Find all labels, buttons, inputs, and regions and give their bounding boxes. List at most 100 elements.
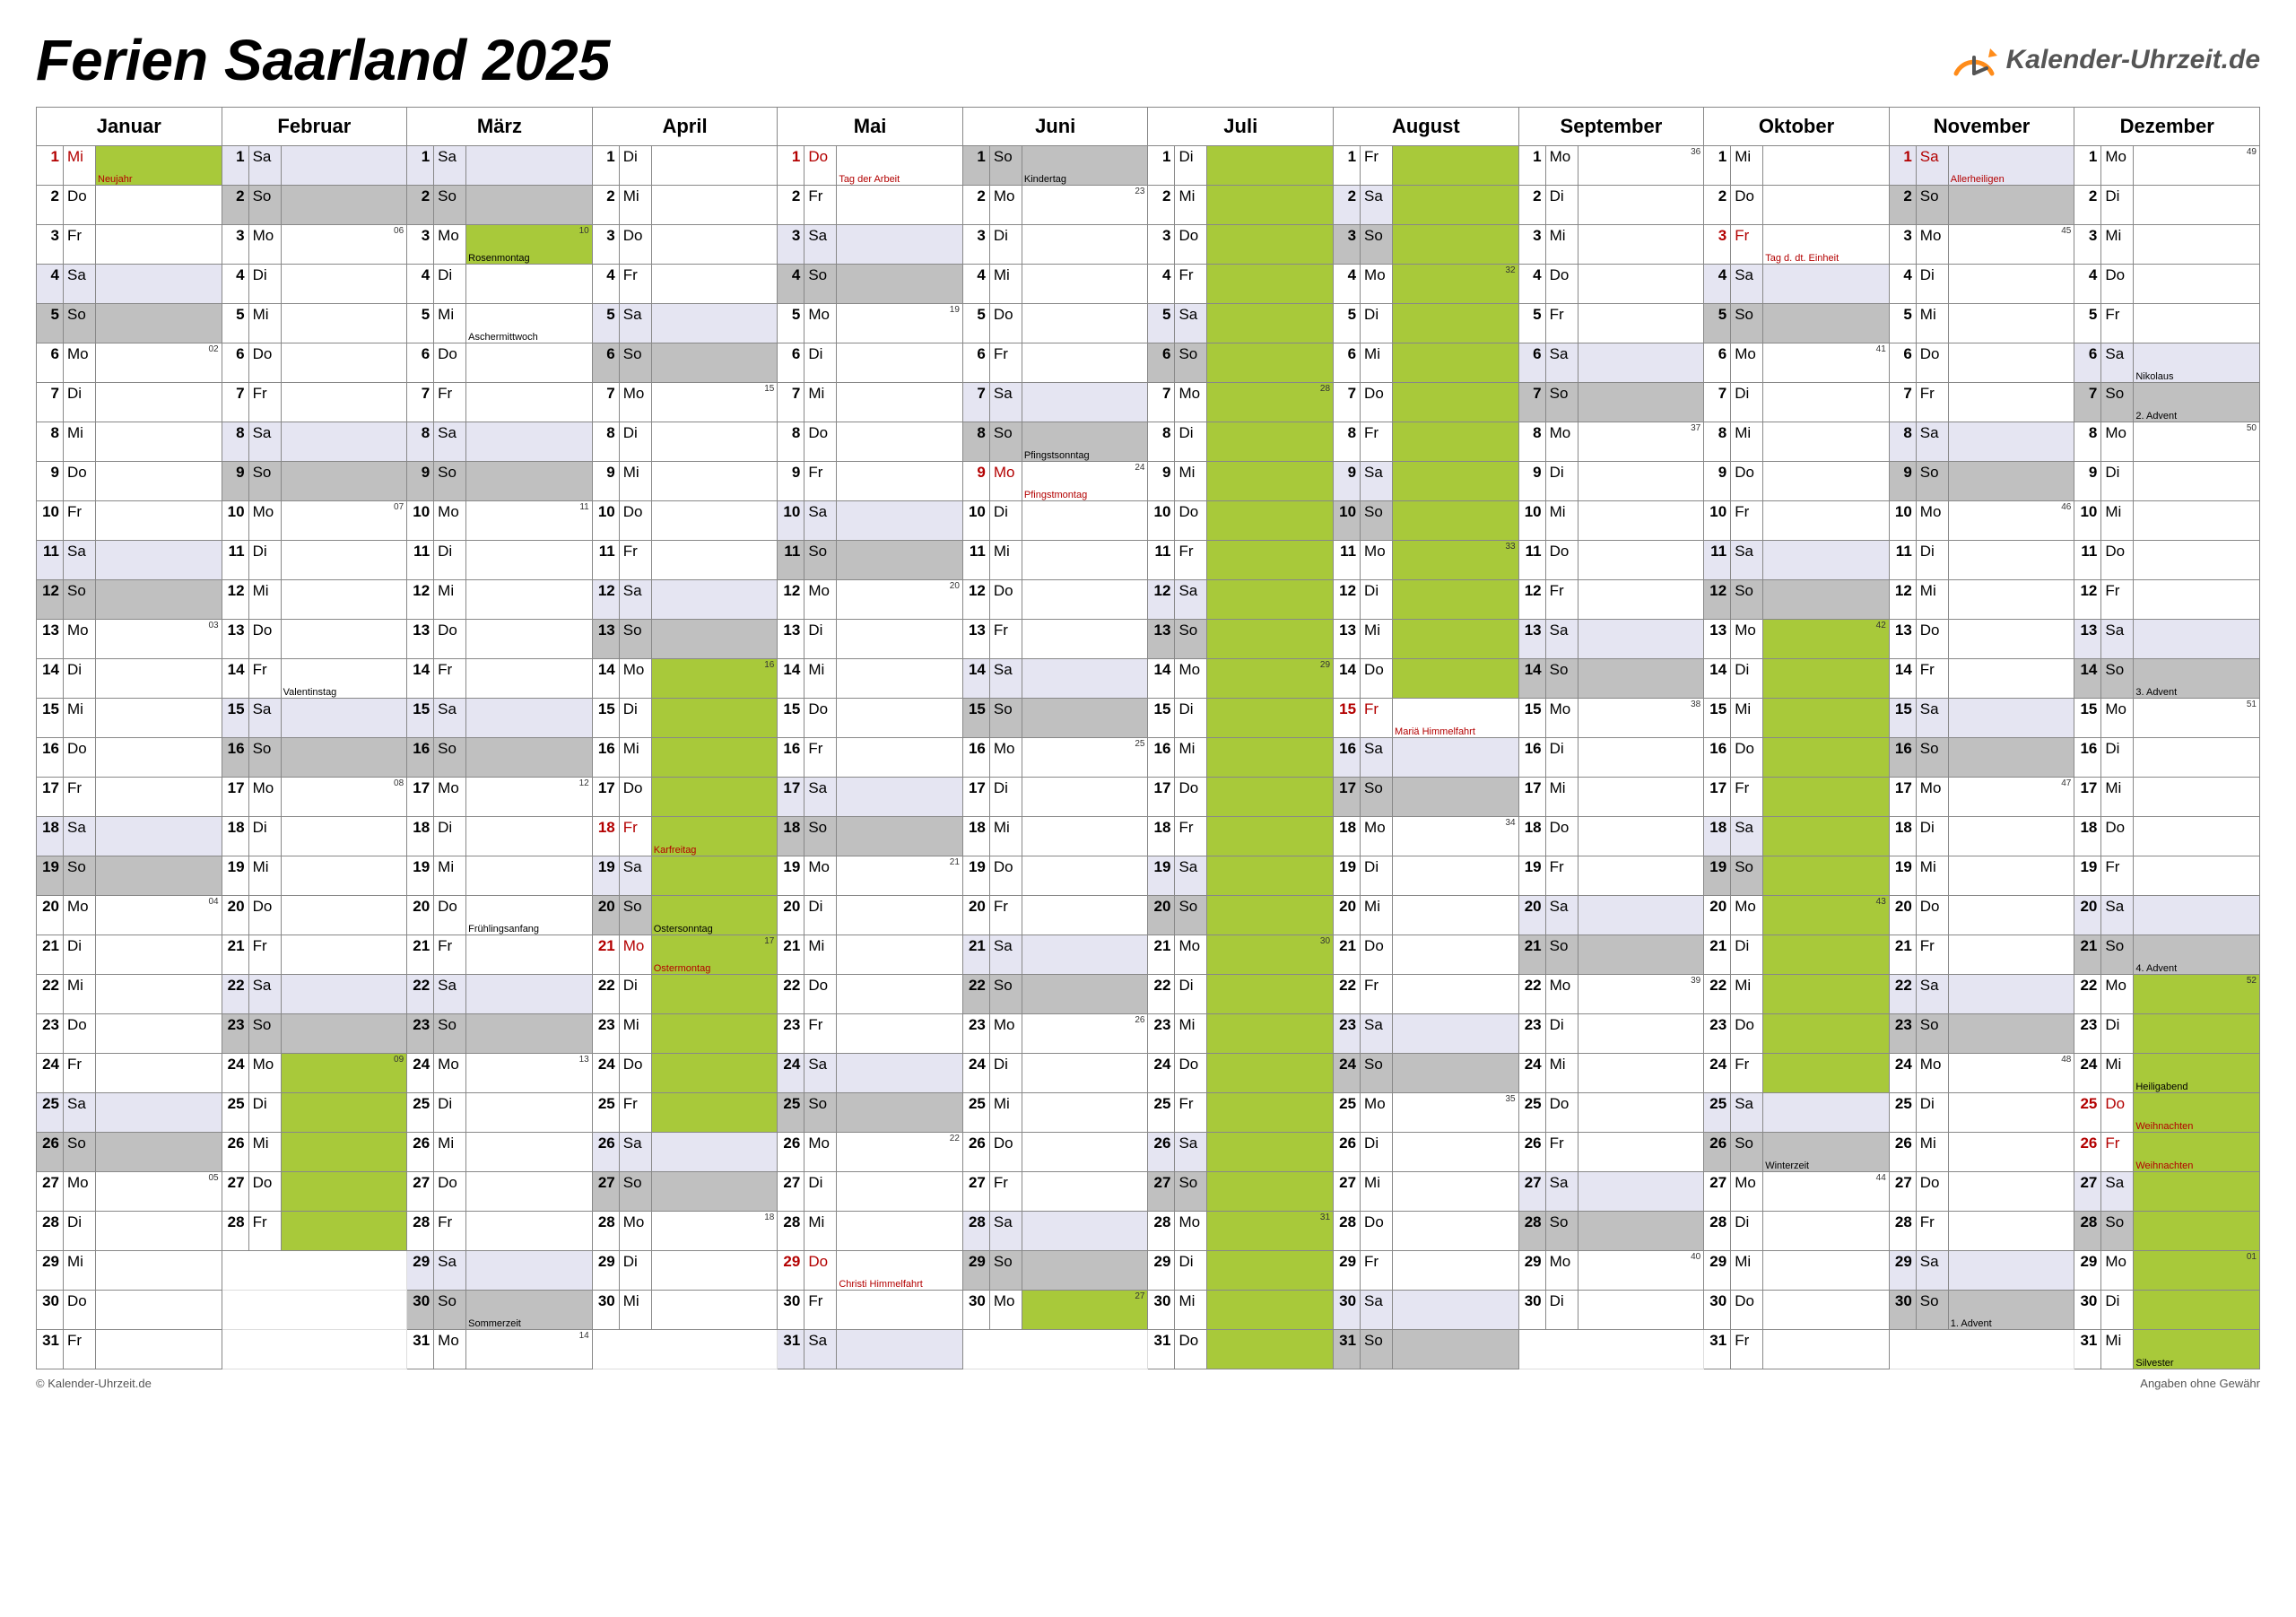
calendar-cell: 8Sa: [1889, 422, 2074, 462]
day-note: [837, 186, 962, 224]
calendar-cell: 22Mi: [37, 975, 222, 1014]
day-number: 8: [593, 422, 620, 461]
weekday: Mi: [1175, 1014, 1207, 1053]
day-note: [1763, 659, 1889, 698]
calendar-cell: 4Do: [2074, 265, 2260, 304]
day-number: 6: [593, 343, 620, 382]
calendar-cell: 21So: [1518, 935, 1704, 975]
weekday: Di: [1175, 422, 1207, 461]
calendar-cell: 16Di: [2074, 738, 2260, 778]
day-note: Allerheiligen: [1949, 146, 2074, 185]
week-number: 02: [208, 344, 218, 354]
day-number: 22: [222, 975, 249, 1013]
day-number: 12: [37, 580, 64, 619]
weekday: Mi: [990, 541, 1022, 579]
calendar-cell: 31So: [1334, 1330, 1519, 1369]
day-number: 15: [407, 699, 434, 737]
weekday: Mi: [2101, 1054, 2134, 1092]
weekday: So: [804, 1093, 837, 1132]
week-number: 52: [2247, 976, 2257, 986]
weekday: Fr: [2101, 580, 2134, 619]
day-note: [466, 541, 592, 579]
weekday: Do: [620, 501, 652, 540]
day-note: [1949, 265, 2074, 303]
weekday: Sa: [1175, 856, 1207, 895]
day-number: 17: [1148, 778, 1175, 816]
weekday: Di: [1917, 541, 1949, 579]
calendar-cell: 12Sa: [592, 580, 778, 620]
day-number: 3: [963, 225, 990, 264]
day-number: 24: [37, 1054, 64, 1092]
calendar-cell: 23So: [222, 1014, 407, 1054]
day-number: 19: [1519, 856, 1546, 895]
day-number: 2: [37, 186, 64, 224]
calendar-cell: 4Sa: [37, 265, 222, 304]
day-note: [466, 975, 592, 1013]
day-note: [1393, 1330, 1518, 1369]
day-number: 16: [1519, 738, 1546, 777]
calendar-row: 20Mo0420Do20DoFrühlingsanfang20SoOsterso…: [37, 896, 2260, 935]
weekday: Mi: [1546, 1054, 1578, 1092]
day-note: [466, 935, 592, 974]
day-number: 12: [1704, 580, 1731, 619]
day-note: Heiligabend: [2134, 1054, 2259, 1092]
month-header: Juli: [1148, 108, 1334, 146]
weekday: Sa: [804, 1054, 837, 1092]
calendar-cell: 17Mo12: [407, 778, 593, 817]
day-note: [837, 1330, 962, 1369]
day-number: 30: [407, 1291, 434, 1329]
calendar-cell: 16Do: [37, 738, 222, 778]
day-note: [96, 304, 222, 343]
weekday: Mo: [804, 304, 837, 343]
weekday: Sa: [804, 501, 837, 540]
calendar-cell: 3Do: [1148, 225, 1334, 265]
day-note: Silvester: [2134, 1330, 2259, 1369]
calendar-cell: 12Fr: [2074, 580, 2260, 620]
calendar-cell: 5Fr: [2074, 304, 2260, 343]
day-note: [1022, 896, 1148, 935]
day-note: Christi Himmelfahrt: [837, 1251, 962, 1290]
calendar-row: 21Di21Fr21Fr21MoOstermontag1721Mi21Sa21M…: [37, 935, 2260, 975]
calendar-cell: 14Di: [1704, 659, 1890, 699]
calendar-row: 22Mi22Sa22Sa22Di22Do22So22Di22Fr22Mo3922…: [37, 975, 2260, 1014]
day-number: 31: [1704, 1330, 1731, 1369]
weekday: Di: [2101, 186, 2134, 224]
weekday: Fr: [64, 1330, 96, 1369]
calendar-cell: 22Sa: [407, 975, 593, 1014]
weekday: So: [1175, 1172, 1207, 1211]
day-number: 15: [963, 699, 990, 737]
day-number: 5: [2074, 304, 2101, 343]
weekday: So: [64, 1133, 96, 1171]
calendar-row: 5So5Mi5MiAschermittwoch5Sa5Mo195Do5Sa5Di…: [37, 304, 2260, 343]
weekday: Fr: [990, 896, 1022, 935]
calendar-table: JanuarFebruarMärzAprilMaiJuniJuliAugustS…: [36, 107, 2260, 1369]
day-number: 25: [963, 1093, 990, 1132]
calendar-cell: 14Fr: [407, 659, 593, 699]
day-number: 16: [1334, 738, 1361, 777]
day-note: 32: [1393, 265, 1518, 303]
day-note: 30: [1207, 935, 1333, 974]
day-number: 10: [2074, 501, 2101, 540]
day-number: 19: [37, 856, 64, 895]
calendar-cell: 14Sa: [962, 659, 1148, 699]
weekday: Fr: [1361, 146, 1393, 185]
day-note: [96, 541, 222, 579]
weekday: Mi: [1731, 422, 1763, 461]
weekday: Sa: [1917, 146, 1949, 185]
weekday: Mo: [990, 186, 1022, 224]
weekday: Fr: [434, 383, 466, 422]
calendar-cell: 10Do: [1148, 501, 1334, 541]
calendar-cell: 5Mo19: [778, 304, 963, 343]
calendar-cell: 16So: [407, 738, 593, 778]
weekday: Di: [434, 541, 466, 579]
day-number: 1: [1334, 146, 1361, 185]
weekday: Fr: [804, 186, 837, 224]
day-note: Ostersonntag: [652, 896, 778, 935]
day-note: [652, 1291, 778, 1329]
calendar-cell: 7Do: [1334, 383, 1519, 422]
weekday: So: [1361, 225, 1393, 264]
day-note: [1207, 1054, 1333, 1092]
weekday: Mo: [64, 896, 96, 935]
weekday: Di: [2101, 1014, 2134, 1053]
day-number: 16: [963, 738, 990, 777]
